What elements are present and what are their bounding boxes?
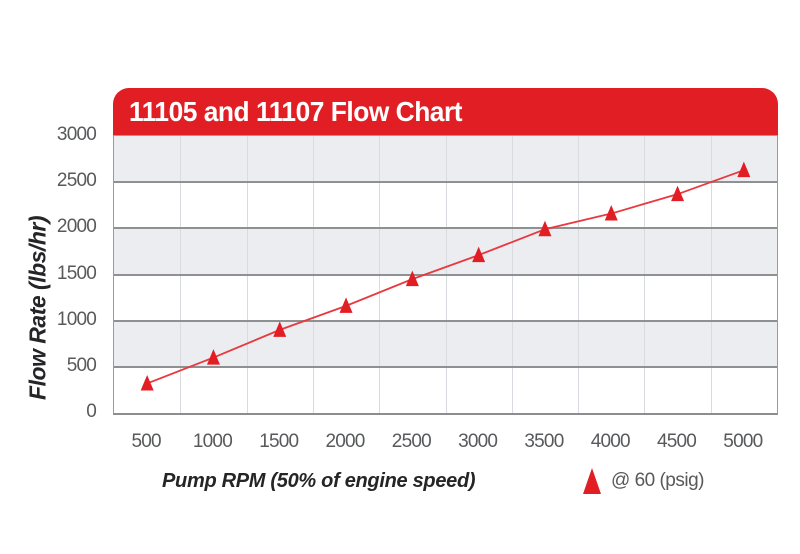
gridline-horizontal xyxy=(114,273,777,276)
data-point-marker xyxy=(405,270,419,287)
x-tick-label: 3000 xyxy=(458,431,498,452)
data-point-marker xyxy=(339,297,353,313)
x-axis-tick-labels: 500 1000 1500 2000 2500 3000 3500 4000 4500 5000 xyxy=(113,431,778,453)
y-tick-label: 3000 xyxy=(56,124,97,145)
y-tick-label: 1500 xyxy=(56,262,97,284)
data-point-marker xyxy=(206,349,220,365)
data-point-marker xyxy=(671,185,685,202)
gridline-horizontal xyxy=(114,319,777,322)
data-point-marker xyxy=(472,246,486,263)
x-tick-label: 4000 xyxy=(590,431,631,452)
chart-title: 11105 and 11107 Flow Chart xyxy=(128,95,463,127)
data-point-marker xyxy=(538,220,552,237)
data-point-marker xyxy=(273,321,287,337)
x-axis-title: Pump RPM (50% of engine speed) xyxy=(162,470,476,492)
legend: @ 60 (psig) xyxy=(583,467,705,495)
legend-triangle-icon xyxy=(583,468,601,494)
gridline-horizontal xyxy=(114,365,777,368)
data-point-marker xyxy=(737,161,751,178)
data-point-marker xyxy=(140,374,154,391)
y-tick-label: 500 xyxy=(66,354,97,376)
y-tick-label: 0 xyxy=(86,401,97,422)
gridline-horizontal xyxy=(114,181,777,184)
series-line xyxy=(146,169,745,385)
x-tick-label: 4500 xyxy=(657,431,697,452)
x-tick-label: 1000 xyxy=(192,431,233,452)
gridline-horizontal xyxy=(114,227,777,230)
y-axis-tick-labels: 0 500 1000 1500 2000 2500 3000 xyxy=(28,124,97,422)
y-tick-label: 2000 xyxy=(56,216,97,238)
data-point-marker xyxy=(604,205,618,221)
flow-series-plot xyxy=(140,161,751,391)
y-tick-label: 1000 xyxy=(56,308,97,330)
x-tick-label: 3500 xyxy=(524,431,564,452)
x-tick-label: 2500 xyxy=(391,431,432,452)
x-tick-label: 500 xyxy=(131,431,161,452)
legend-label: @ 60 (psig) xyxy=(611,470,705,491)
y-tick-label: 2500 xyxy=(56,170,97,192)
x-tick-label: 5000 xyxy=(723,431,763,452)
y-axis-title: Flow Rate (lbs/hr) xyxy=(24,216,51,400)
x-tick-label: 2000 xyxy=(325,431,366,452)
chart-title-bar: 11105 and 11107 Flow Chart xyxy=(113,88,778,135)
x-tick-label: 1500 xyxy=(259,431,299,452)
plot-area xyxy=(113,135,778,415)
